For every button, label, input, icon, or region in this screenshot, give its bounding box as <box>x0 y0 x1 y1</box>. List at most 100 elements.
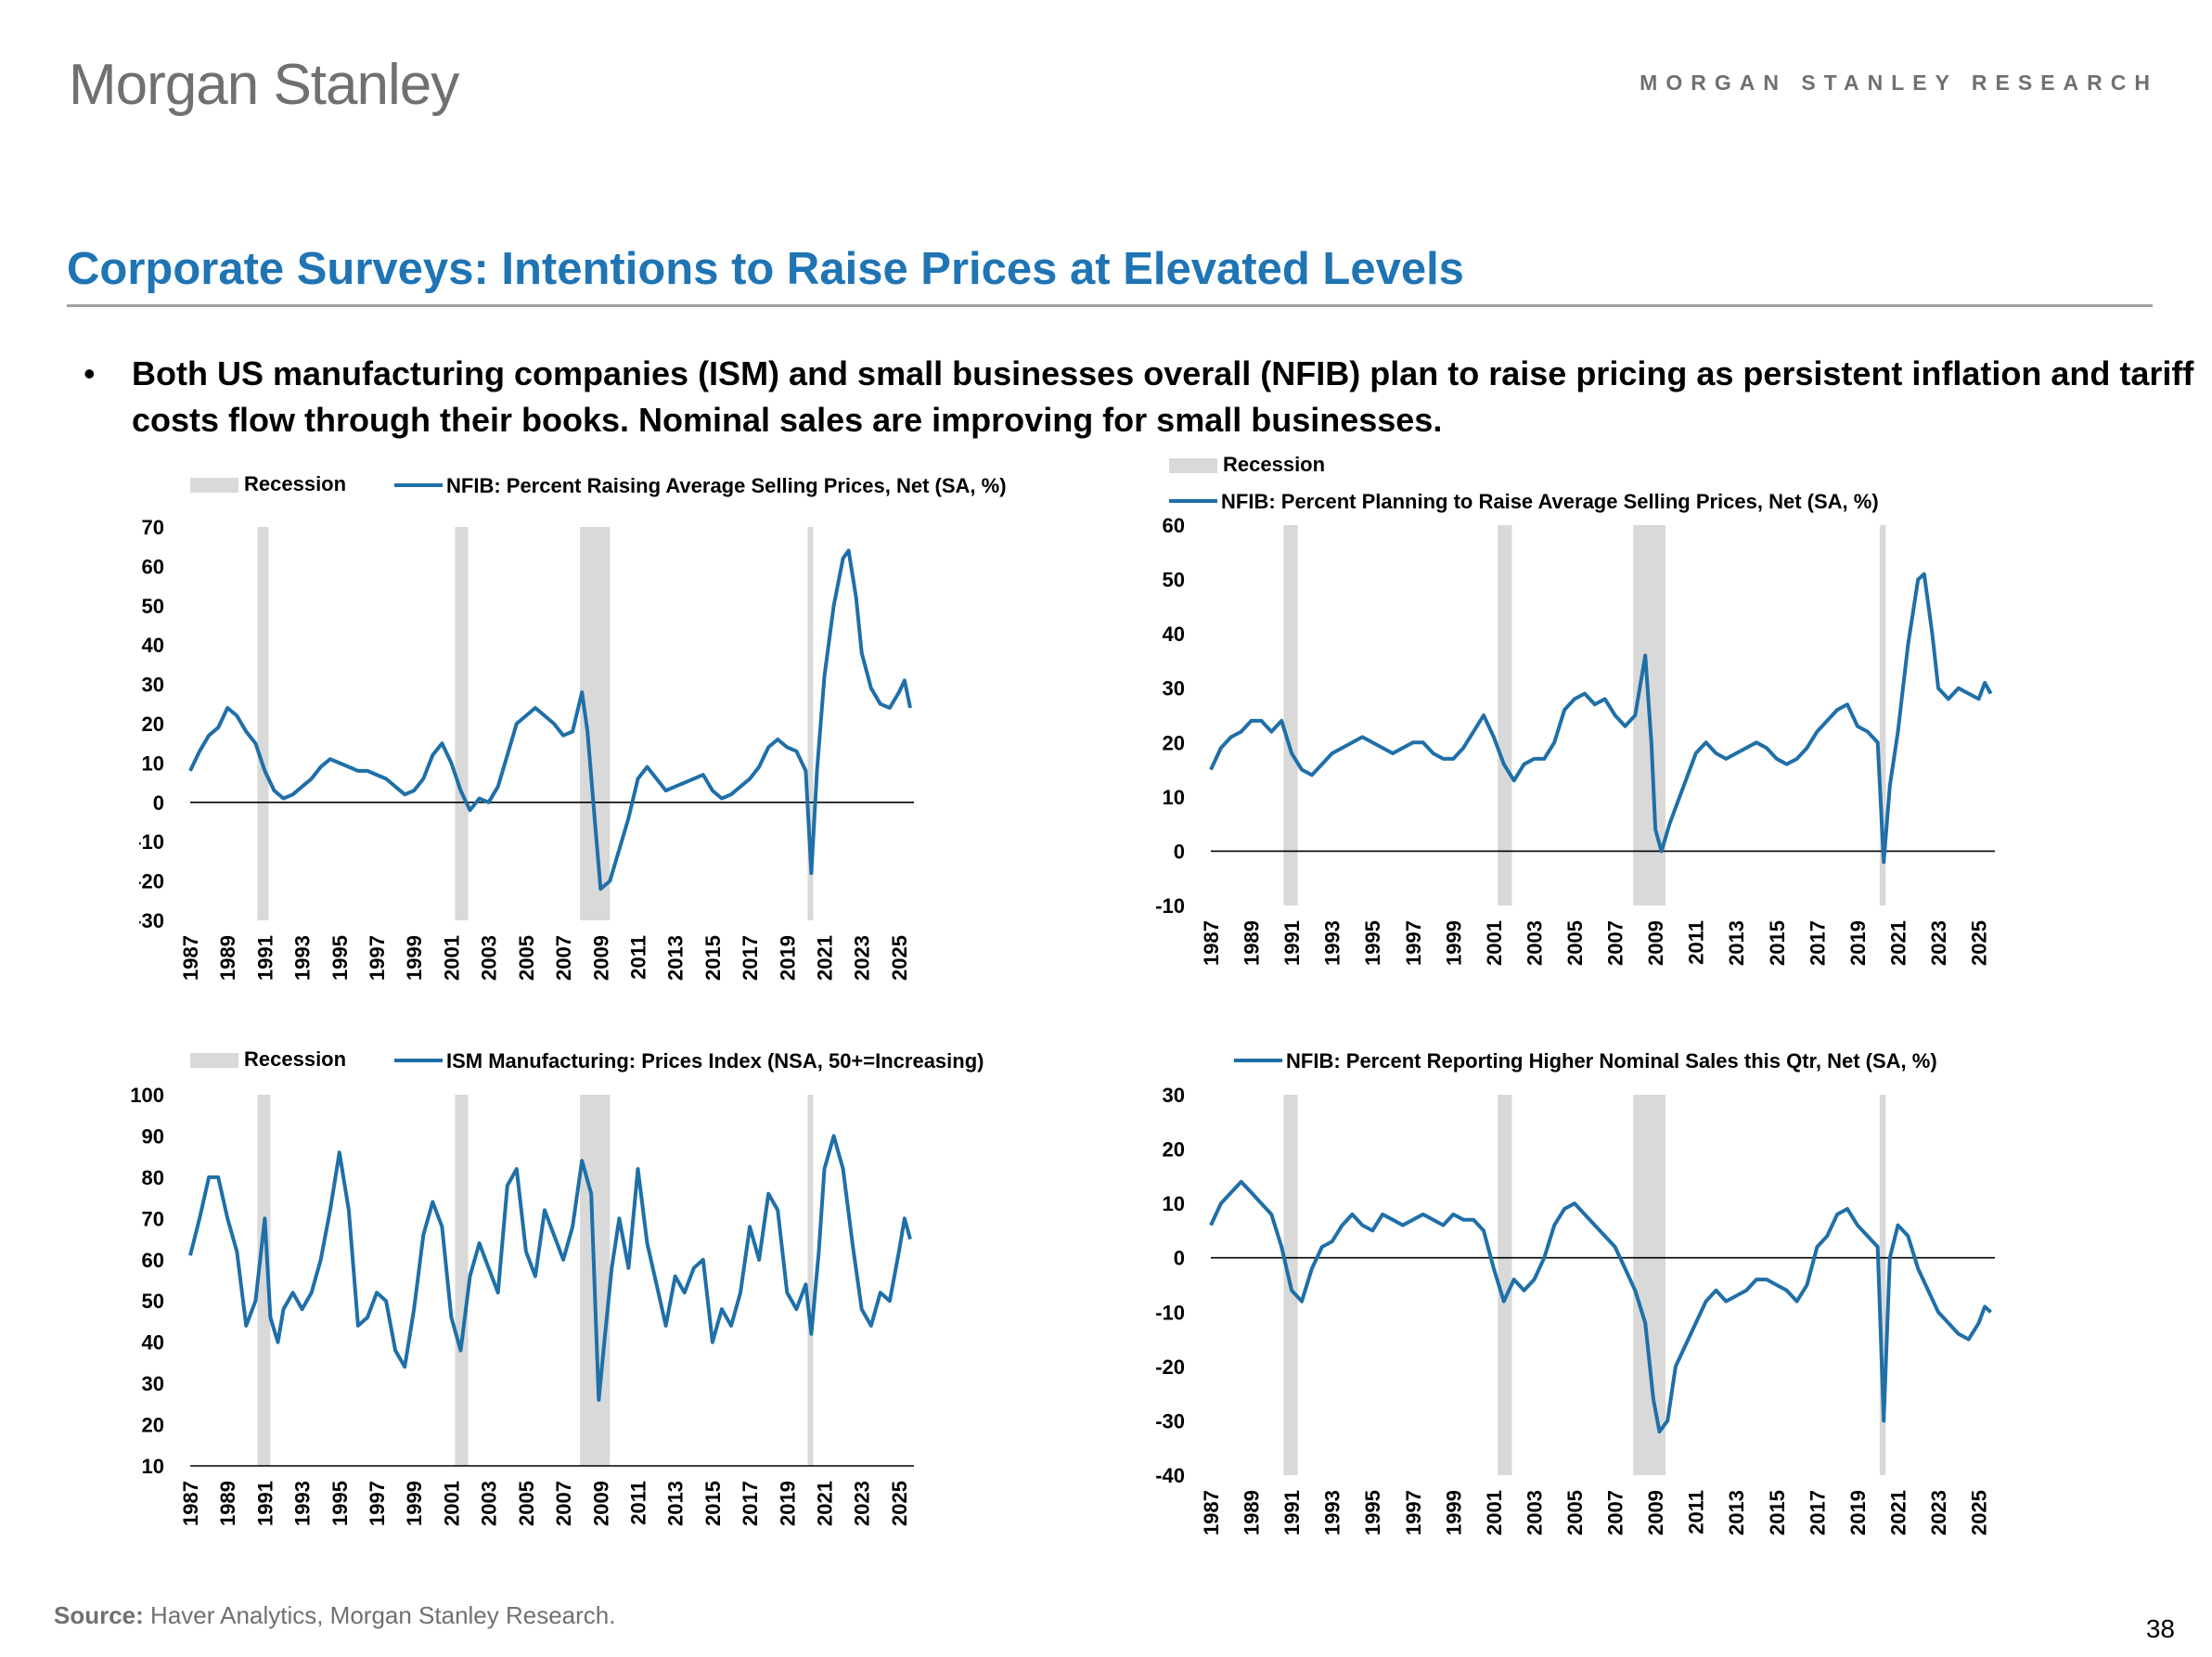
recession-bar <box>455 1095 469 1466</box>
y-tick-label: 50 <box>1163 569 1185 592</box>
x-tick-label: 2013 <box>1725 920 1748 966</box>
y-tick-label: 40 <box>142 1331 164 1355</box>
chart-svg: Recession NFIB: Percent Raising Average S… <box>139 472 1007 981</box>
y-tick-label: 60 <box>1163 514 1185 537</box>
x-tick-label: 2023 <box>1927 1490 1950 1535</box>
x-tick-label: 2025 <box>888 1481 911 1526</box>
legend-label: Recession <box>1223 453 1325 476</box>
x-tick-label: 1991 <box>1280 1490 1304 1535</box>
x-tick-label: 1995 <box>1361 920 1384 966</box>
recession-bar <box>1879 1095 1886 1475</box>
x-tick-label: 2005 <box>515 935 538 981</box>
y-tick-label: 40 <box>142 634 164 657</box>
series-line <box>188 1134 912 1402</box>
x-tick-label: 1997 <box>366 935 389 981</box>
x-tick-label: 2009 <box>1644 920 1667 966</box>
y-tick-label: -10 <box>1155 894 1185 918</box>
series-line <box>188 548 912 892</box>
x-tick-label: 1987 <box>179 1481 202 1526</box>
chart-nfib-nominal-sales: NFIB: Percent Reporting Higher Nominal S… <box>1151 1039 2078 1577</box>
legend-label: Recession <box>244 1047 346 1071</box>
legend-label: Recession <box>244 472 346 495</box>
chart-svg: NFIB: Percent Reporting Higher Nominal S… <box>1155 1049 1995 1535</box>
x-tick-label: 1989 <box>216 935 239 981</box>
legend-label: ISM Manufacturing: Prices Index (NSA, 50… <box>446 1049 984 1073</box>
recession-bar <box>455 527 469 920</box>
legend-recession-swatch <box>190 478 238 493</box>
recession-bar <box>807 527 814 920</box>
source-text: Haver Analytics, Morgan Stanley Research… <box>143 1601 616 1629</box>
x-tick-label: 1999 <box>1442 920 1465 966</box>
x-tick-label: 1999 <box>403 935 426 981</box>
y-tick-label: 0 <box>1174 1247 1185 1270</box>
x-tick-label: 2015 <box>701 935 725 981</box>
x-tick-label: 1995 <box>328 1481 352 1526</box>
y-tick-label: 20 <box>142 713 164 736</box>
x-tick-label: 2019 <box>1846 1490 1870 1535</box>
y-tick-label: 20 <box>1163 1138 1185 1162</box>
y-tick-label: -10 <box>139 830 164 854</box>
recession-bar <box>257 527 269 920</box>
x-tick-label: 2007 <box>552 1481 575 1526</box>
x-tick-label: 2009 <box>589 1481 612 1526</box>
y-tick-label: 70 <box>142 516 164 539</box>
y-tick-label: 20 <box>142 1414 164 1437</box>
x-tick-label: 1989 <box>216 1481 239 1526</box>
x-tick-label: 2015 <box>1766 1490 1789 1535</box>
y-tick-label: 0 <box>1174 840 1185 863</box>
legend-recession-swatch <box>1169 458 1217 473</box>
x-tick-label: 2001 <box>1483 1490 1506 1535</box>
chart-svg: Recession ISM Manufacturing: Prices Index… <box>130 1047 984 1526</box>
recession-bar <box>1283 525 1298 906</box>
x-tick-label: 2017 <box>739 935 762 981</box>
x-tick-label: 2011 <box>626 1481 649 1525</box>
x-tick-label: 2023 <box>851 935 874 981</box>
x-tick-label: 2015 <box>701 1481 725 1526</box>
source-note: Source: Haver Analytics, Morgan Stanley … <box>54 1601 616 1630</box>
x-tick-label: 2021 <box>1886 1490 1910 1535</box>
x-tick-label: 2011 <box>626 935 649 980</box>
x-tick-label: 2001 <box>1483 920 1506 966</box>
x-tick-label: 2005 <box>1563 920 1587 966</box>
x-tick-label: 2023 <box>851 1481 874 1526</box>
recession-bar <box>1633 1095 1666 1475</box>
page-title: Corporate Surveys: Intentions to Raise P… <box>67 244 1464 294</box>
x-tick-label: 2003 <box>1523 1490 1546 1535</box>
y-tick-label: 60 <box>142 555 164 578</box>
legend-label: NFIB: Percent Planning to Raise Average … <box>1221 490 1879 513</box>
chart-ism-prices-index: Recession ISM Manufacturing: Prices Index… <box>121 1039 1011 1568</box>
x-tick-label: 1997 <box>1402 920 1425 966</box>
x-tick-label: 2009 <box>1644 1490 1667 1535</box>
y-tick-label: -20 <box>1155 1355 1185 1379</box>
x-tick-label: 2003 <box>1523 920 1546 966</box>
chart-nfib-planning-prices: Recession NFIB: Percent Planning to Raise… <box>1151 449 2078 1006</box>
y-tick-label: 30 <box>1163 1084 1185 1107</box>
y-tick-label: -20 <box>139 870 164 893</box>
x-tick-label: 2025 <box>1968 1490 1991 1535</box>
x-tick-label: 2021 <box>1886 920 1910 966</box>
recession-bar <box>1498 525 1512 906</box>
x-tick-label: 2005 <box>1563 1490 1587 1535</box>
x-tick-label: 1991 <box>253 1481 276 1526</box>
x-tick-label: 2003 <box>478 935 501 981</box>
y-tick-label: 30 <box>1163 677 1185 700</box>
x-tick-label: 2007 <box>1604 1490 1627 1535</box>
y-tick-label: 100 <box>130 1084 164 1107</box>
y-tick-label: 20 <box>1163 731 1185 754</box>
x-tick-label: 2025 <box>888 935 911 981</box>
x-tick-label: 2019 <box>776 1481 799 1526</box>
summary-text: Both US manufacturing companies (ISM) an… <box>132 354 2194 439</box>
y-tick-label: 10 <box>1163 786 1185 809</box>
x-tick-label: 2019 <box>776 935 799 981</box>
legend: Recession ISM Manufacturing: Prices Index… <box>190 1047 984 1073</box>
x-tick-label: 1989 <box>1241 1490 1264 1535</box>
y-tick-label: 0 <box>153 791 164 815</box>
y-tick-label: 10 <box>142 1455 164 1478</box>
x-tick-label: 1987 <box>179 935 202 981</box>
x-tick-label: 1997 <box>366 1481 389 1526</box>
recession-bar <box>1498 1095 1512 1475</box>
legend-recession-swatch <box>190 1053 238 1068</box>
x-tick-label: 2003 <box>478 1481 501 1526</box>
x-tick-label: 2023 <box>1927 920 1950 966</box>
x-tick-label: 2021 <box>814 1481 837 1526</box>
